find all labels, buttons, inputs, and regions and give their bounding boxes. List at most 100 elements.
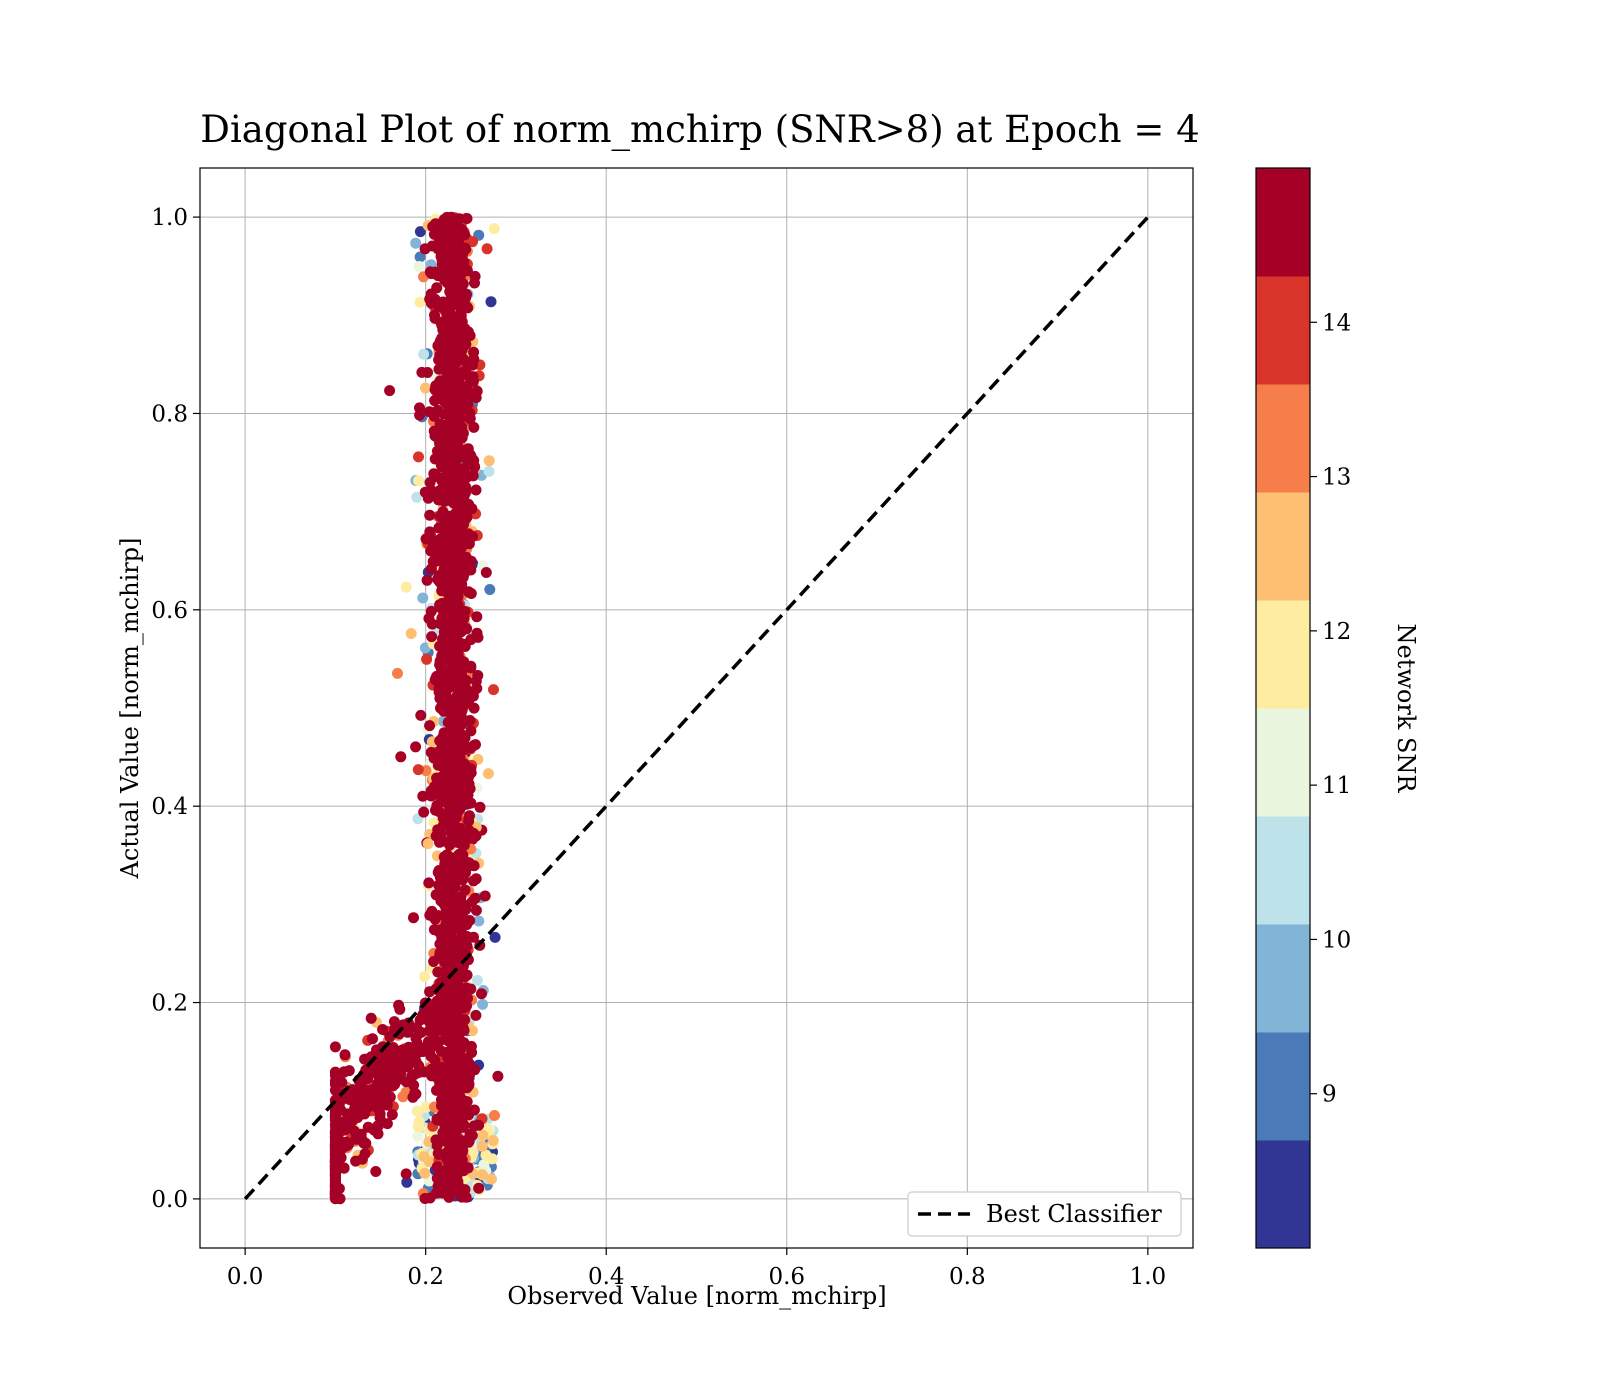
scatter-point: [435, 549, 447, 561]
scatter-point: [434, 1168, 446, 1180]
scatter-point: [454, 1181, 465, 1193]
scatter-points: [329, 211, 504, 1205]
x-tick-label: 0.4: [588, 1264, 625, 1290]
scatter-point: [452, 873, 464, 885]
scatter-point: [468, 1120, 480, 1132]
scatter-point: [492, 1070, 504, 1082]
scatter-point: [470, 873, 482, 885]
legend: Best Classifier: [907, 1191, 1182, 1237]
scatter-point: [442, 942, 454, 954]
scatter-point: [467, 470, 479, 482]
scatter-point: [479, 890, 491, 902]
scatter-point: [476, 1169, 488, 1181]
colorbar-bin: [1256, 600, 1310, 709]
colorbar-bin: [1256, 384, 1310, 493]
scatter-point: [365, 1012, 377, 1024]
colorbar-label: Network SNR: [1392, 624, 1420, 794]
scatter-point: [453, 703, 465, 715]
scatter-point: [447, 485, 459, 497]
scatter-point: [431, 784, 442, 796]
scatter-point: [471, 611, 483, 623]
scatter-point: [450, 812, 462, 824]
scatter-point: [439, 737, 451, 749]
scatter-point: [476, 1140, 488, 1152]
scatter-point: [430, 1134, 442, 1146]
scatter-point: [467, 359, 478, 371]
scatter-point: [412, 1047, 424, 1059]
scatter-point: [459, 398, 471, 410]
scatter-point: [461, 969, 473, 981]
scatter-point: [350, 1155, 362, 1167]
x-tick-label: 0.2: [407, 1264, 444, 1290]
scatter-point: [432, 910, 444, 922]
legend-label-best-classifier: Best Classifier: [986, 1200, 1162, 1228]
scatter-point: [446, 1074, 457, 1086]
scatter-point: [422, 838, 434, 850]
colorbar-bin: [1256, 276, 1310, 385]
colorbar-tick-label: 14: [1322, 310, 1351, 336]
scatter-point: [433, 879, 445, 891]
scatter-point: [329, 1130, 341, 1142]
scatter-point: [370, 1166, 382, 1177]
scatter-point: [456, 266, 468, 278]
plot-area: 0.0 0.2 0.4 0.6 0.8 1.0 0.0 0.2 0.4 0.6 0.8 1.0: [151, 167, 1194, 1290]
scatter-point: [429, 1027, 441, 1039]
scatter-point: [438, 861, 450, 873]
colorbar-ticks: 9 10 11 12 13 14: [1310, 310, 1351, 1108]
scatter-point: [412, 1130, 424, 1142]
colorbar-bin: [1256, 1032, 1310, 1141]
scatter-point: [467, 236, 479, 248]
scatter-point: [449, 1053, 461, 1065]
scatter-point: [424, 909, 436, 921]
scatter-point: [411, 1037, 423, 1049]
scatter-point: [453, 611, 465, 622]
scatter-point: [445, 837, 457, 848]
scatter-point: [415, 709, 427, 721]
scatter-point: [471, 682, 483, 694]
scatter-point: [464, 413, 476, 425]
scatter-point: [455, 1140, 467, 1152]
scatter-point: [462, 766, 474, 778]
scatter-point: [338, 1066, 350, 1078]
scatter-point: [468, 931, 479, 943]
scatter-point: [483, 465, 495, 477]
scatter-point: [413, 1116, 425, 1128]
scatter-point: [469, 277, 480, 289]
scatter-point: [446, 993, 458, 1005]
scatter-point: [459, 508, 471, 520]
scatter-point: [405, 628, 417, 639]
scatter-point: [417, 790, 429, 802]
scatter-point: [451, 734, 463, 746]
scatter-point: [381, 1118, 393, 1130]
scatter-point: [484, 584, 496, 595]
scatter-point: [419, 1167, 431, 1179]
scatter-point: [425, 1050, 437, 1062]
scatter-point: [359, 1148, 371, 1160]
scatter-point: [418, 1151, 430, 1163]
scatter-point: [414, 402, 425, 414]
scatter-point: [445, 786, 457, 798]
scatter-point: [462, 685, 474, 697]
scatter-point: [439, 576, 451, 588]
colorbar-tick-label: 13: [1322, 465, 1351, 491]
scatter-point: [452, 563, 464, 575]
scatter-point: [458, 287, 470, 299]
scatter-point: [438, 819, 450, 831]
scatter-point: [456, 1117, 468, 1129]
colorbar-bin: [1256, 168, 1310, 277]
scatter-point: [452, 646, 464, 658]
scatter-point: [429, 1065, 441, 1077]
scatter-point: [473, 1182, 485, 1194]
scatter-point: [435, 456, 446, 468]
scatter-point: [424, 720, 436, 732]
scatter-point: [423, 877, 435, 889]
scatter-point: [376, 1075, 388, 1087]
scatter-point: [389, 1066, 401, 1078]
scatter-point: [435, 250, 447, 262]
scatter-point: [377, 1024, 389, 1035]
scatter-point: [362, 1121, 374, 1133]
scatter-point: [452, 452, 464, 464]
scatter-point: [422, 492, 434, 504]
scatter-point: [438, 851, 450, 863]
scatter-point: [465, 797, 477, 809]
